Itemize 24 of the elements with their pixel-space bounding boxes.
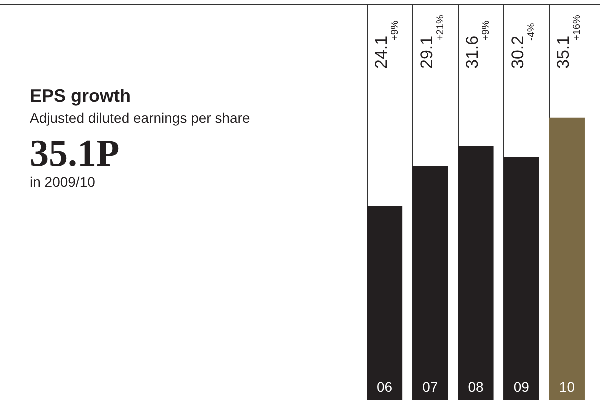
x-tick-label: 10 [559,379,576,395]
data-label: 24.1 [372,36,391,69]
data-label: 29.1 [417,36,436,69]
text: 35.1P [30,133,121,175]
x-tick-label: 07 [422,379,438,395]
text: +9% [481,20,492,41]
bar [367,206,403,400]
x-tick-label: 09 [514,379,530,395]
bar [504,157,540,400]
text: -4% [526,23,538,41]
x-tick-label: 06 [377,379,393,395]
data-label: 31.6 [463,36,482,69]
text: in 2009/10 [30,174,96,190]
text: Adjusted diluted earnings per share [30,110,252,126]
text: +16% [572,15,584,41]
data-label: 35.1 [554,36,574,69]
bar [458,146,494,400]
text: +21% [435,15,446,41]
data-label: 30.2 [508,36,528,69]
bar [412,166,448,400]
bar [549,118,585,400]
x-tick-label: 08 [468,379,484,395]
text: +9% [390,20,401,41]
text: EPS growth [30,86,132,107]
